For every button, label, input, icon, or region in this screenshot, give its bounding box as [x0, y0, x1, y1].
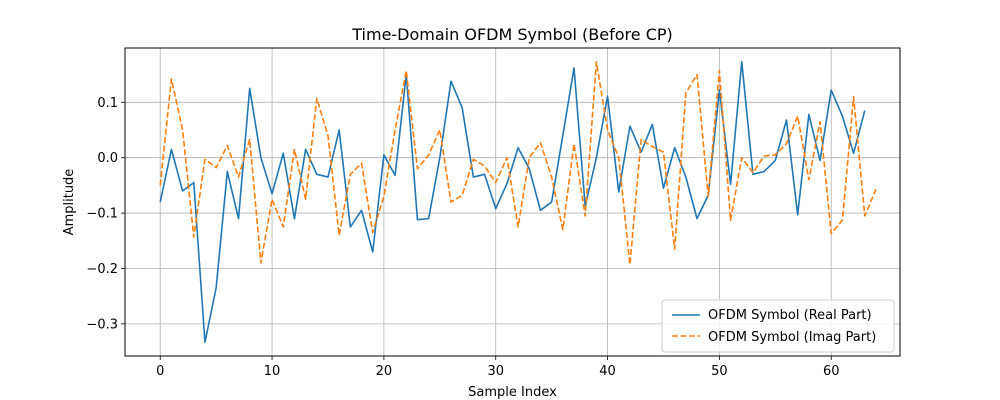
plot-area [159, 61, 877, 343]
series-line-imag [159, 61, 877, 266]
x-tick-label: 60 [823, 364, 840, 379]
y-tick-label: −0.1 [86, 207, 118, 222]
chart-title: Time-Domain OFDM Symbol (Before CP) [351, 25, 673, 44]
grid [125, 48, 900, 356]
y-axis: −0.3 −0.2 −0.1 0.0 0.1 [86, 96, 125, 332]
x-tick-label: 20 [376, 364, 393, 379]
y-tick-label: 0.0 [97, 151, 118, 166]
x-tick-label: 30 [487, 364, 504, 379]
x-tick-label: 10 [264, 364, 281, 379]
legend-label-imag: OFDM Symbol (Imag Part) [708, 330, 876, 345]
legend-label-real: OFDM Symbol (Real Part) [708, 308, 872, 323]
legend-box [661, 299, 895, 353]
y-axis-label: Amplitude [62, 169, 77, 236]
y-tick-label: 0.1 [97, 96, 118, 111]
legend: OFDM Symbol (Real Part) OFDM Symbol (Ima… [661, 299, 895, 353]
plot-frame [124, 47, 901, 357]
y-tick-label: −0.3 [86, 317, 118, 332]
x-axis-label: Sample Index [468, 385, 557, 400]
x-tick-label: 40 [599, 364, 616, 379]
x-axis: 0 10 20 30 40 50 60 [156, 356, 839, 379]
y-tick-label: −0.2 [86, 262, 118, 277]
series-line-real [159, 61, 866, 343]
x-tick-label: 0 [156, 364, 164, 379]
x-tick-label: 50 [711, 364, 728, 379]
